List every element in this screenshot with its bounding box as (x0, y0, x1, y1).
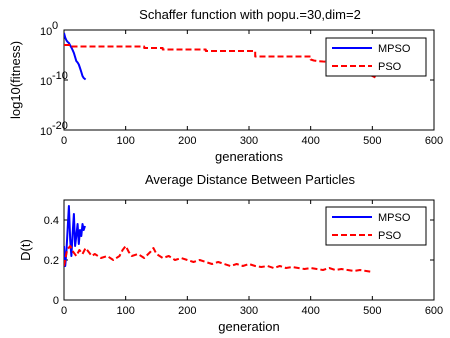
distance-x-tick-label: 500 (363, 305, 381, 317)
distance-y-tick-label: 0 (53, 295, 59, 307)
distance-chart: Average Distance Between Particles 0 100 2… (18, 172, 443, 334)
distance-x-tick-label: 300 (240, 305, 258, 317)
fitness-y-tick-label: 10 (40, 76, 52, 88)
fitness-legend-pso-label: PSO (378, 61, 402, 73)
distance-x-tick-label: 400 (301, 305, 319, 317)
fitness-x-axis-label: generations (215, 149, 283, 164)
distance-legend-pso-label: PSO (378, 230, 402, 242)
distance-x-tick-label: 100 (116, 305, 134, 317)
fitness-series-pso-line (64, 44, 376, 79)
distance-legend: MPSO PSO (325, 206, 427, 246)
fitness-x-tick-label: 400 (301, 135, 319, 147)
fitness-y-tick-exponent: -20 (52, 120, 68, 132)
fitness-series-mpso-line (64, 32, 87, 81)
distance-x-tick-label: 200 (178, 305, 196, 317)
fitness-y-tick-label: 10 (40, 126, 52, 138)
fitness-legend-box (325, 37, 427, 77)
fitness-chart-title: Schaffer function with popu.=30,dim=2 (139, 7, 361, 22)
fitness-x-tick-label: 100 (116, 135, 134, 147)
fitness-y-tick-exponent: -10 (52, 70, 68, 82)
fitness-legend: MPSO PSO (325, 37, 427, 77)
distance-x-tick-label: 0 (61, 305, 67, 317)
distance-x-tick-label: 600 (425, 305, 443, 317)
distance-x-ticks: 0 100 200 300 400 500 600 (61, 200, 443, 317)
distance-y-tick-label: 0.4 (44, 215, 59, 227)
fitness-x-tick-label: 500 (363, 135, 381, 147)
fitness-y-tick-exponent: 0 (52, 20, 58, 32)
distance-x-axis-label: generation (218, 319, 279, 334)
distance-y-axis-label: D(t) (18, 239, 33, 261)
fitness-y-tick-label: 10 (40, 26, 52, 38)
distance-chart-title: Average Distance Between Particles (145, 172, 356, 187)
fitness-x-tick-label: 600 (425, 135, 443, 147)
fitness-x-ticks: 0 100 200 300 400 500 600 (61, 30, 443, 147)
distance-legend-mpso-label: MPSO (378, 212, 411, 224)
fitness-series (64, 32, 376, 81)
distance-legend-box (325, 206, 427, 246)
fitness-y-axis-label: log10(fitness) (8, 41, 23, 119)
distance-series-mpso-line (64, 205, 86, 267)
fitness-legend-mpso-label: MPSO (378, 43, 411, 55)
fitness-x-tick-label: 0 (61, 135, 67, 147)
distance-y-tick-label: 0.2 (44, 255, 59, 267)
distance-series (64, 205, 373, 273)
fitness-x-tick-label: 200 (178, 135, 196, 147)
fitness-x-tick-label: 300 (240, 135, 258, 147)
distance-series-pso-line (64, 245, 373, 273)
